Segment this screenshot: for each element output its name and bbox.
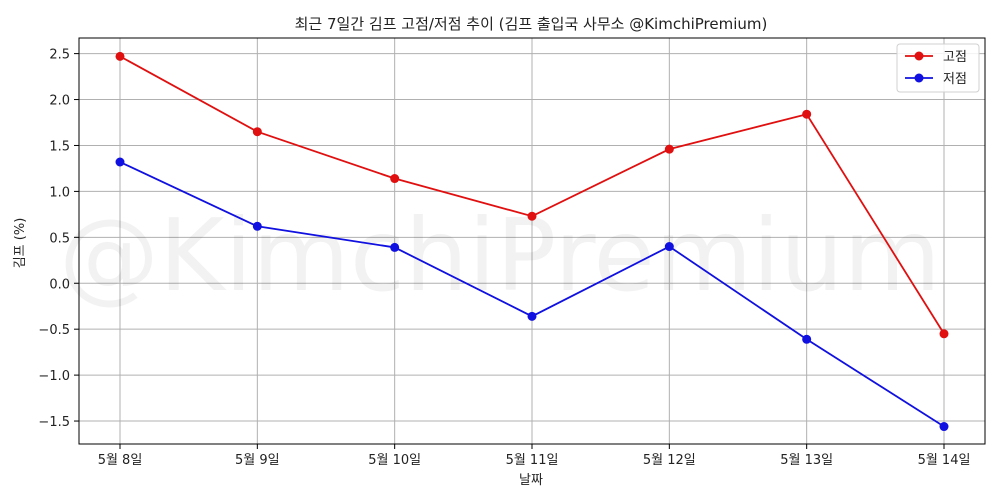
x-axis-ticks: 5월 8일 5월 9일 5월 10일 5월 11일 5월 12일 5월 13일 5월 14일 xyxy=(98,444,971,468)
data-point xyxy=(802,334,812,344)
y-tick-label: −1.5 xyxy=(38,415,70,430)
data-point xyxy=(802,109,812,119)
data-point xyxy=(252,127,262,137)
y-tick-label: −1.0 xyxy=(38,369,70,384)
chart-title: 최근 7일간 김프 고점/저점 추이 (김프 출입국 사무소 @KimchiPr… xyxy=(295,15,768,33)
y-tick-label: 1.0 xyxy=(49,185,70,200)
x-tick-label: 5월 12일 xyxy=(643,453,696,468)
series-고점 xyxy=(115,51,949,339)
y-tick-label: 0.0 xyxy=(49,277,70,292)
data-point xyxy=(115,51,125,61)
watermark-text: @KimchiPremium xyxy=(59,197,941,314)
legend-label: 고점 xyxy=(943,50,967,65)
data-point xyxy=(390,242,400,252)
data-point xyxy=(939,329,949,339)
x-tick-label: 5월 14일 xyxy=(918,453,971,468)
x-tick-label: 5월 13일 xyxy=(780,453,833,468)
y-axis-label: 김프 (%) xyxy=(13,218,28,269)
data-point xyxy=(664,144,674,154)
x-axis-label: 날짜 xyxy=(519,473,543,488)
data-point xyxy=(664,242,674,252)
legend-marker xyxy=(914,73,924,83)
data-point xyxy=(527,311,537,321)
data-point xyxy=(115,157,125,167)
y-tick-label: −0.5 xyxy=(38,323,70,338)
y-tick-label: 2.5 xyxy=(49,48,70,63)
y-tick-label: 2.0 xyxy=(49,94,70,109)
legend-label: 저점 xyxy=(943,72,967,87)
x-tick-label: 5월 11일 xyxy=(506,453,559,468)
y-axis-ticks: 2.5 2.0 1.5 1.0 0.5 0.0 −0.5 −1.0 −1.5 xyxy=(38,48,79,430)
legend-marker xyxy=(914,51,924,61)
grid-lines xyxy=(79,38,985,444)
y-tick-label: 0.5 xyxy=(49,231,70,246)
data-point xyxy=(939,422,949,432)
data-point xyxy=(527,211,537,221)
x-tick-label: 5월 9일 xyxy=(235,453,280,468)
data-point xyxy=(252,221,262,231)
series-layer xyxy=(115,51,949,432)
x-tick-label: 5월 8일 xyxy=(98,453,143,468)
data-point xyxy=(390,174,400,184)
y-tick-label: 1.5 xyxy=(49,139,70,154)
series-저점 xyxy=(115,157,949,432)
x-tick-label: 5월 10일 xyxy=(368,453,421,468)
